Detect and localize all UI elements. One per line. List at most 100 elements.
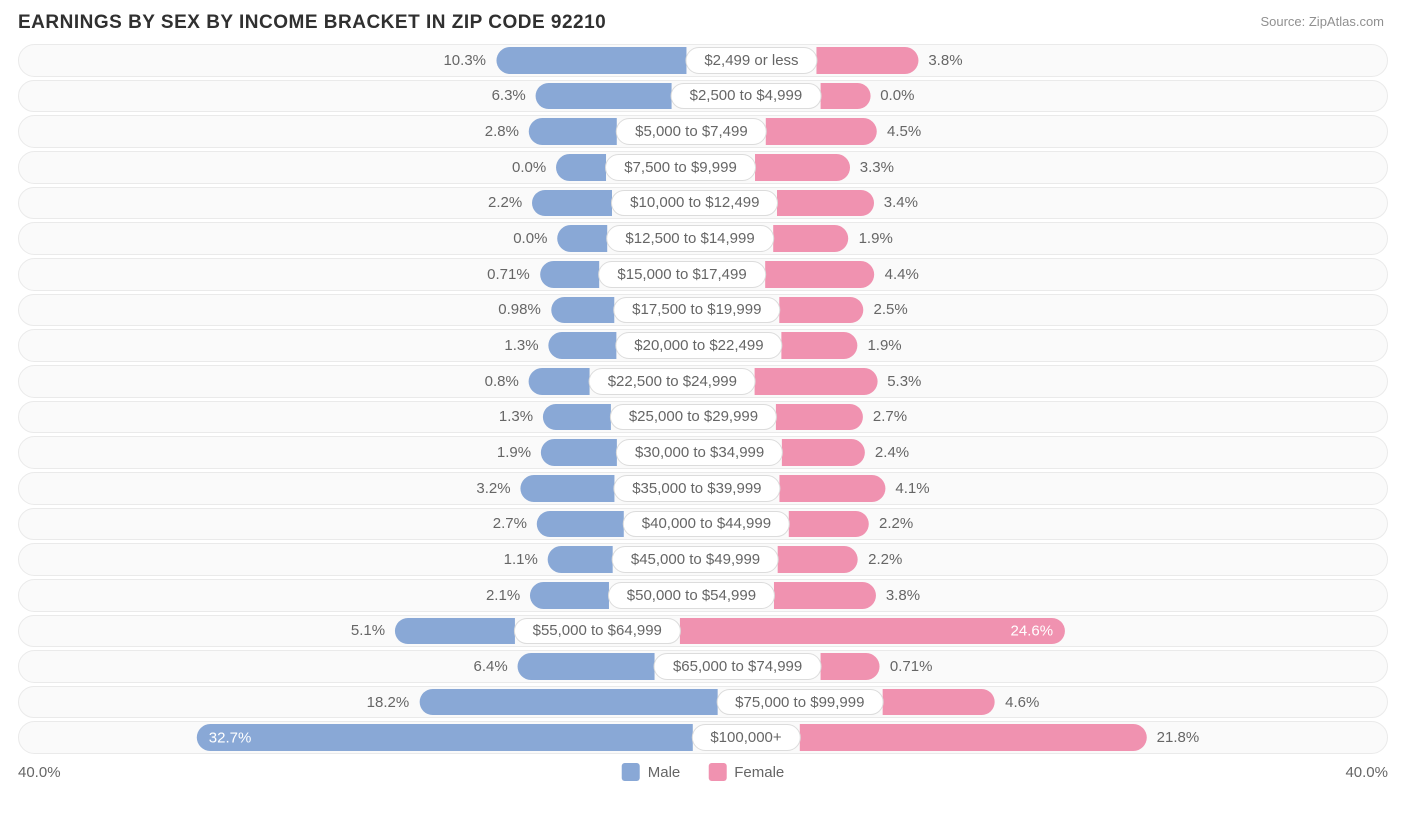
chart-row: 1.3%$25,000 to $29,9992.7% (18, 401, 1388, 434)
row-inner: 3.2%$35,000 to $39,9994.1% (466, 475, 939, 502)
female-bar: 24.6% (680, 618, 1065, 645)
bracket-label: $10,000 to $12,499 (611, 190, 778, 217)
row-inner: 1.3% $20,000 to $22,499 1.9% (494, 332, 911, 359)
female-pct-label: 21.8% (1147, 729, 1210, 746)
male-pct-label: 6.4% (464, 658, 518, 675)
male-swatch-icon (622, 763, 640, 781)
axis-max-right: 40.0% (1345, 764, 1388, 781)
female-pct-label: 5.3% (877, 373, 931, 390)
female-pct-label: 24.6% (1011, 622, 1054, 639)
male-bar: 32.7% (197, 724, 693, 751)
male-bar (419, 689, 717, 716)
male-bar (543, 404, 611, 431)
male-pct-label: 0.0% (502, 159, 556, 176)
male-bar (540, 261, 600, 288)
chart-row: 10.3% $2,499 or less 3.8% (18, 44, 1388, 77)
female-bar (820, 83, 870, 110)
male-bar (530, 582, 609, 609)
row-inner: 6.4% $65,000 to $74,999 0.71% (464, 653, 943, 680)
male-pct-label: 0.8% (475, 373, 529, 390)
bracket-label: $15,000 to $17,499 (598, 261, 765, 288)
bracket-label: $2,500 to $4,999 (671, 83, 822, 110)
female-bar (782, 439, 865, 466)
row-inner: 2.1% $50,000 to $54,999 3.8% (476, 582, 930, 609)
male-pct-label: 0.0% (503, 230, 557, 247)
row-inner: 0.98%$17,500 to $19,9992.5% (488, 297, 917, 324)
female-pct-label: 1.9% (849, 230, 903, 247)
row-inner: 2.7%$40,000 to $44,9992.2% (483, 511, 923, 538)
female-bar (779, 297, 863, 324)
bracket-label: $100,000+ (691, 724, 800, 751)
female-pct-label: 4.5% (877, 123, 931, 140)
female-pct-label: 1.9% (857, 337, 911, 354)
male-pct-label: 5.1% (341, 622, 395, 639)
female-bar (817, 47, 919, 74)
female-bar (800, 724, 1147, 751)
female-bar (778, 546, 858, 573)
male-pct-label: 10.3% (433, 52, 496, 69)
chart-row: 6.4% $65,000 to $74,999 0.71% (18, 650, 1388, 683)
bracket-label: $20,000 to $22,499 (615, 332, 782, 359)
male-pct-label: 32.7% (209, 729, 252, 746)
female-pct-label: 2.5% (864, 301, 918, 318)
row-inner: 0.8%$22,500 to $24,9995.3% (475, 368, 932, 395)
female-pct-label: 4.6% (995, 694, 1049, 711)
chart-row: 1.1%$45,000 to $49,9992.2% (18, 543, 1388, 576)
male-bar (548, 546, 613, 573)
bracket-label: $2,499 or less (685, 47, 817, 74)
female-pct-label: 0.0% (870, 87, 924, 104)
chart-row: 0.98%$17,500 to $19,9992.5% (18, 294, 1388, 327)
female-pct-label: 3.4% (874, 194, 928, 211)
row-inner: 2.2%$10,000 to $12,4993.4% (478, 190, 928, 217)
male-bar (557, 225, 607, 252)
female-bar (766, 118, 877, 145)
male-bar (536, 83, 672, 110)
female-swatch-icon (708, 763, 726, 781)
chart-row: 5.1% $55,000 to $64,999 24.6% (18, 615, 1388, 648)
female-bar (776, 404, 863, 431)
axis-max-left: 40.0% (18, 764, 61, 781)
bracket-label: $7,500 to $9,999 (605, 154, 756, 181)
legend-female: Female (708, 763, 784, 781)
male-bar (541, 439, 617, 466)
chart-title: EARNINGS BY SEX BY INCOME BRACKET IN ZIP… (18, 12, 1388, 34)
chart-row: 1.3% $20,000 to $22,499 1.9% (18, 329, 1388, 362)
female-pct-label: 0.71% (880, 658, 943, 675)
bracket-label: $50,000 to $54,999 (608, 582, 775, 609)
female-pct-label: 2.2% (869, 515, 923, 532)
female-bar (774, 582, 876, 609)
female-pct-label: 4.4% (875, 266, 929, 283)
chart-row: 2.7%$40,000 to $44,9992.2% (18, 508, 1388, 541)
male-bar (549, 332, 617, 359)
male-pct-label: 6.3% (482, 87, 536, 104)
male-pct-label: 1.1% (494, 551, 548, 568)
chart-row: 32.7% $100,000+ 21.8% (18, 721, 1388, 754)
legend: Male Female (622, 763, 785, 781)
row-inner: 5.1% $55,000 to $64,999 24.6% (341, 618, 1065, 645)
row-inner: 2.8%$5,000 to $7,4994.5% (475, 118, 931, 145)
female-bar (765, 261, 875, 288)
bracket-label: $65,000 to $74,999 (654, 653, 821, 680)
male-pct-label: 0.71% (477, 266, 540, 283)
legend-male: Male (622, 763, 681, 781)
bracket-label: $12,500 to $14,999 (606, 225, 773, 252)
male-pct-label: 1.3% (494, 337, 548, 354)
bracket-label: $75,000 to $99,999 (716, 689, 883, 716)
row-inner: 0.0% $12,500 to $14,999 1.9% (503, 225, 903, 252)
male-bar (529, 118, 617, 145)
legend-male-label: Male (648, 764, 681, 781)
male-bar (496, 47, 686, 74)
chart-row: 18.2% $75,000 to $99,999 4.6% (18, 686, 1388, 719)
male-pct-label: 18.2% (357, 694, 420, 711)
chart-row: 2.8%$5,000 to $7,4994.5% (18, 115, 1388, 148)
male-bar (537, 511, 624, 538)
row-inner: 0.0%$7,500 to $9,9993.3% (502, 154, 904, 181)
female-pct-label: 3.8% (876, 587, 930, 604)
female-pct-label: 3.8% (918, 52, 972, 69)
bracket-label: $45,000 to $49,999 (612, 546, 779, 573)
male-pct-label: 2.1% (476, 587, 530, 604)
chart-row: 2.2%$10,000 to $12,4993.4% (18, 187, 1388, 220)
male-pct-label: 0.98% (488, 301, 551, 318)
bracket-label: $55,000 to $64,999 (514, 618, 681, 645)
male-bar (551, 297, 614, 324)
